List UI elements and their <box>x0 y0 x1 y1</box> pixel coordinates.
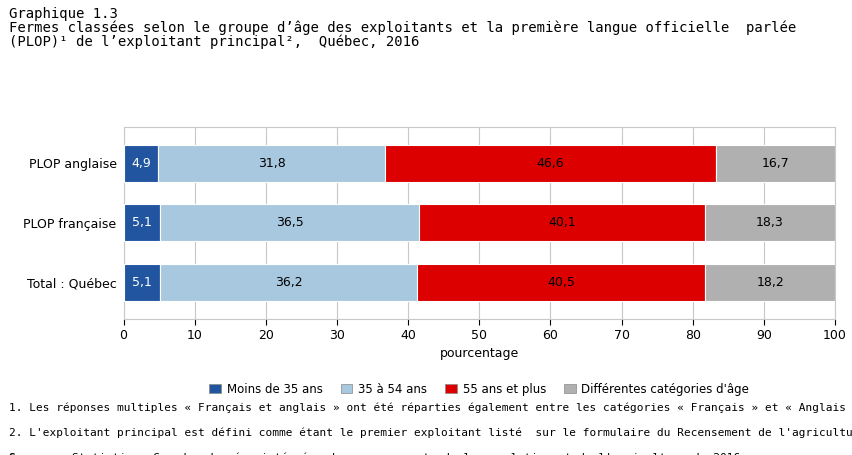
Text: 16,7: 16,7 <box>762 157 790 170</box>
Text: 18,3: 18,3 <box>756 217 784 229</box>
Text: Sources :: Sources : <box>9 453 76 455</box>
Bar <box>417 264 705 301</box>
Text: 1. Les réponses multiples « Français et anglais » ont été réparties également en: 1. Les réponses multiples « Français et … <box>9 403 852 413</box>
Text: Fermes classées selon le groupe d’âge des exploitants et la première langue offi: Fermes classées selon le groupe d’âge de… <box>9 20 796 35</box>
Text: (PLOP)¹ de l’exploitant principal²,  Québec, 2016: (PLOP)¹ de l’exploitant principal², Québ… <box>9 34 419 49</box>
Text: 31,8: 31,8 <box>257 157 285 170</box>
Text: 36,2: 36,2 <box>275 276 302 289</box>
Bar <box>158 145 384 182</box>
Bar <box>717 145 835 182</box>
Text: 18,2: 18,2 <box>757 276 784 289</box>
Text: Statistique Canada, données intégrées des recensements de la population et de l': Statistique Canada, données intégrées de… <box>72 453 747 455</box>
Bar <box>160 204 419 242</box>
Text: 5,1: 5,1 <box>132 276 152 289</box>
Text: 40,1: 40,1 <box>548 217 576 229</box>
Text: 36,5: 36,5 <box>276 217 303 229</box>
Bar <box>705 204 835 242</box>
Bar <box>384 145 717 182</box>
Text: 46,6: 46,6 <box>537 157 564 170</box>
Text: Graphique 1.3: Graphique 1.3 <box>9 7 118 21</box>
Bar <box>705 264 835 301</box>
Legend: Moins de 35 ans, 35 à 54 ans, 55 ans et plus, Différentes catégories d'âge: Moins de 35 ans, 35 à 54 ans, 55 ans et … <box>204 378 754 400</box>
Text: 2. L'exploitant principal est défini comme étant le premier exploitant listé  su: 2. L'exploitant principal est défini com… <box>9 428 852 438</box>
X-axis label: pourcentage: pourcentage <box>440 348 519 360</box>
Text: 4,9: 4,9 <box>131 157 151 170</box>
Bar <box>124 204 160 242</box>
Text: 5,1: 5,1 <box>132 217 152 229</box>
Bar <box>124 264 160 301</box>
Text: 40,5: 40,5 <box>548 276 575 289</box>
Bar <box>124 145 158 182</box>
Bar <box>160 264 417 301</box>
Bar <box>419 204 705 242</box>
